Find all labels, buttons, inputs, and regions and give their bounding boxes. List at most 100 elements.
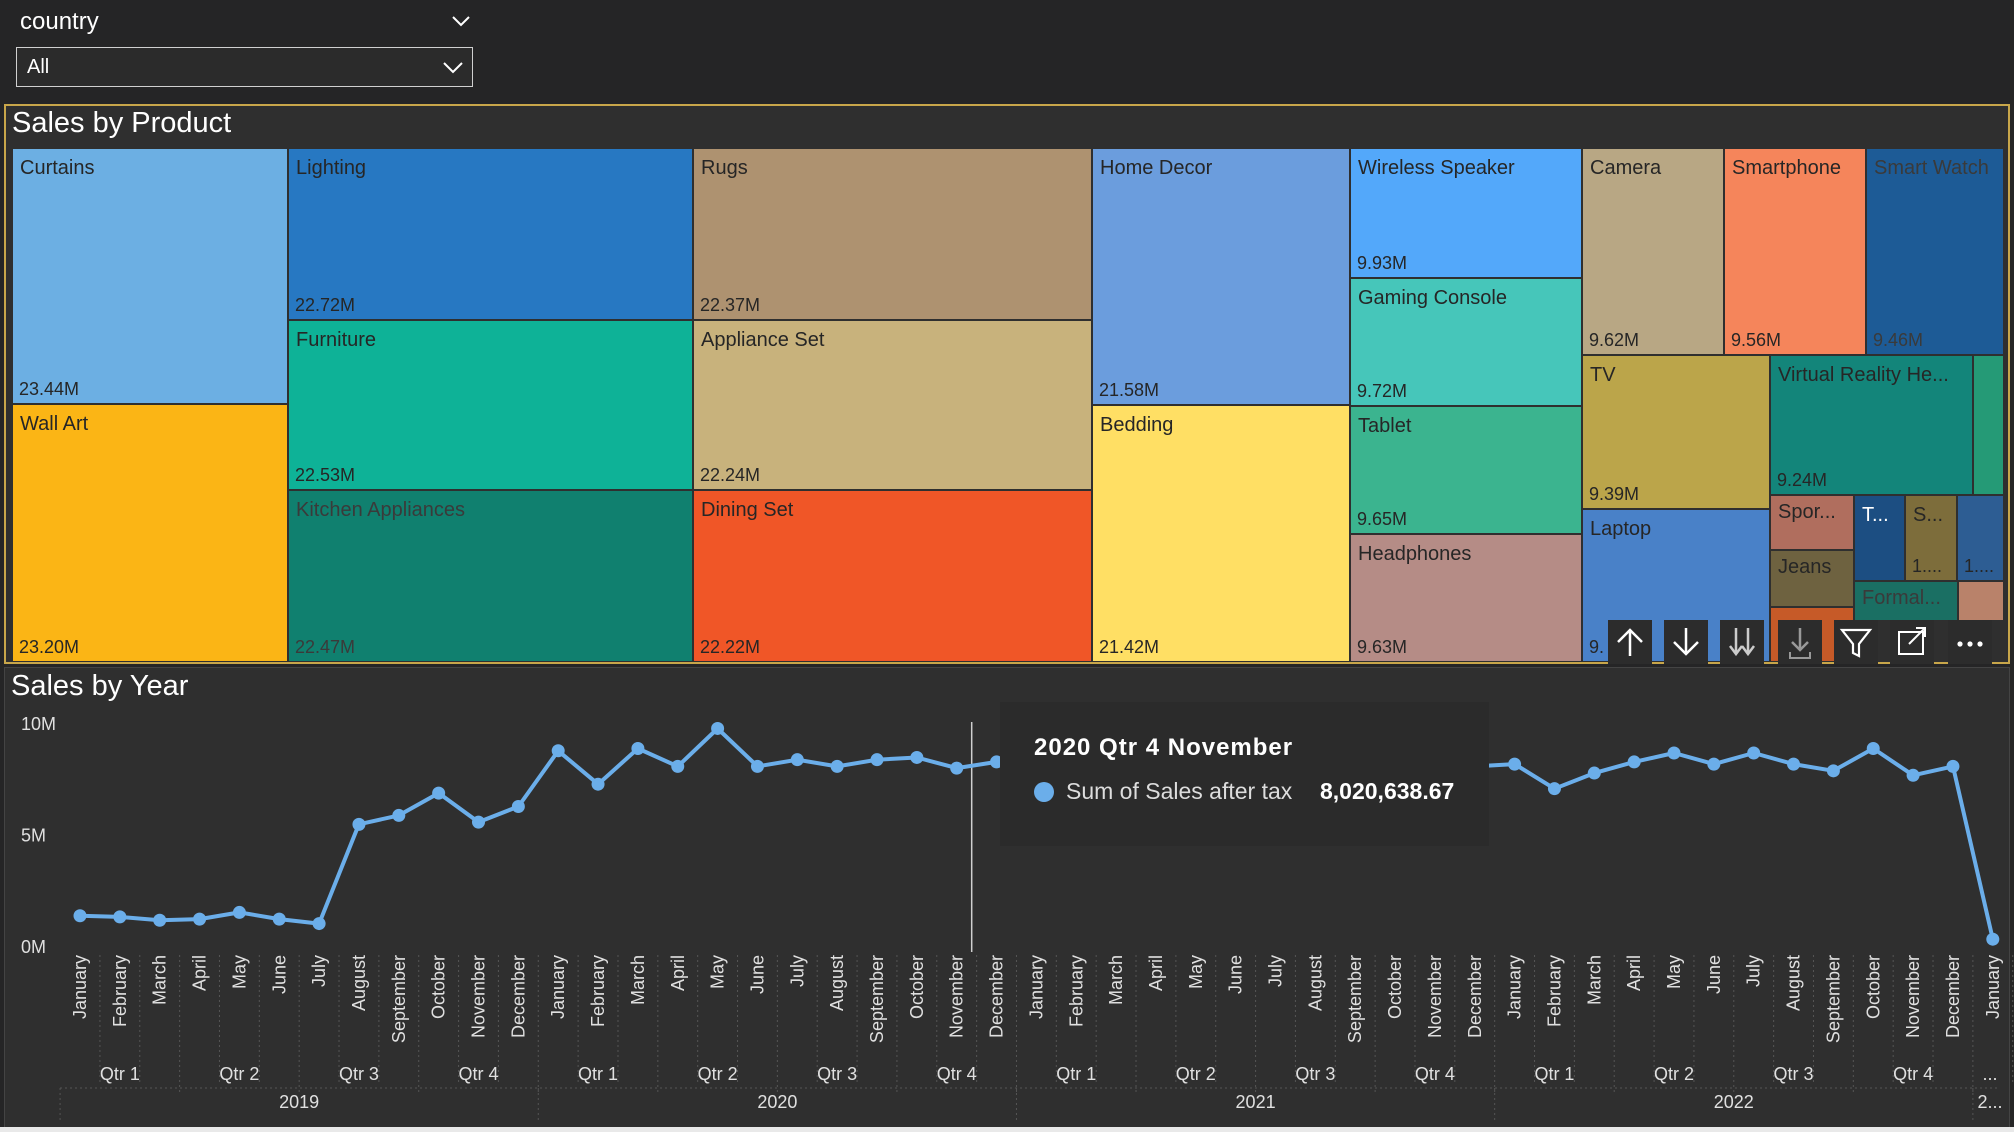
tile-value: 9.65M bbox=[1357, 509, 1408, 529]
x-tick-label: August bbox=[1784, 955, 1804, 1011]
treemap-tile[interactable] bbox=[1958, 581, 2004, 621]
treemap-tile[interactable]: TV 9.39M bbox=[1582, 355, 1770, 509]
treemap-tile[interactable]: Home Decor 21.58M bbox=[1092, 148, 1350, 405]
tile-label: Bedding bbox=[1100, 414, 1174, 436]
drill-up-icon[interactable] bbox=[1608, 620, 1652, 664]
treemap-tile[interactable]: Jeans bbox=[1770, 550, 1854, 607]
data-point bbox=[1707, 757, 1721, 771]
treemap-tile[interactable]: Rugs 22.37M bbox=[693, 148, 1092, 320]
treemap-tile[interactable]: Formal... bbox=[1854, 581, 1958, 621]
focus-mode-icon[interactable] bbox=[1890, 620, 1934, 664]
data-point bbox=[591, 777, 605, 791]
expand-all-down-icon[interactable] bbox=[1720, 620, 1764, 664]
x-tick-label: October bbox=[1385, 955, 1405, 1019]
x-tick-label: July bbox=[1744, 955, 1764, 987]
data-point bbox=[432, 786, 446, 800]
treemap-tile[interactable]: Smartphone 9.56M bbox=[1724, 148, 1866, 355]
x-tick-label: March bbox=[150, 955, 170, 1005]
tile-label: Rugs bbox=[701, 157, 748, 179]
x-tick-label: February bbox=[588, 955, 608, 1027]
country-dropdown[interactable]: All bbox=[16, 47, 473, 87]
y-tick-label: 10M bbox=[21, 714, 56, 734]
more-options-icon[interactable] bbox=[1948, 620, 1992, 664]
treemap-tile[interactable] bbox=[1973, 355, 2004, 495]
quarter-label: ... bbox=[1982, 1064, 1997, 1084]
quarter-label: Qtr 4 bbox=[1415, 1064, 1455, 1084]
data-point bbox=[1547, 782, 1561, 796]
tooltip-value: 8,020,638.67 bbox=[1320, 778, 1455, 804]
tile-value: 22.72M bbox=[295, 295, 356, 315]
bottom-divider bbox=[0, 1127, 2014, 1132]
x-tick-label: November bbox=[1425, 955, 1445, 1038]
tile-label: Furniture bbox=[296, 329, 377, 351]
treemap-tile[interactable]: Spor... bbox=[1770, 495, 1854, 550]
treemap-tile[interactable]: Smart Watch 9.46M bbox=[1866, 148, 2004, 355]
chart-tooltip: 2020 Qtr 4 November Sum of Sales after t… bbox=[1000, 702, 1489, 846]
sales-by-product-visual[interactable]: Sales by Product Curtains 23.44M Wall Art 2… bbox=[4, 104, 2010, 664]
treemap-tile[interactable]: Camera 9.62M bbox=[1582, 148, 1724, 355]
treemap-tile[interactable]: Virtual Reality He... 9.24M bbox=[1770, 355, 1973, 495]
tile-value: 9.56M bbox=[1731, 330, 1782, 350]
treemap-tile[interactable]: Gaming Console 9.72M bbox=[1350, 278, 1582, 406]
treemap-tile[interactable]: Curtains 23.44M bbox=[12, 148, 288, 404]
data-point bbox=[73, 909, 87, 923]
x-tick-label: November bbox=[1903, 955, 1923, 1038]
treemap-tile[interactable]: Wall Art 23.20M bbox=[12, 404, 288, 662]
data-point bbox=[671, 759, 685, 773]
year-label: 2020 bbox=[757, 1092, 797, 1112]
treemap-tile[interactable]: Dining Set 22.22M bbox=[693, 490, 1092, 662]
tile-value: 21.58M bbox=[1099, 380, 1160, 400]
visual-toolbar bbox=[1608, 620, 2008, 664]
data-point bbox=[1946, 759, 1960, 773]
x-tick-label: January bbox=[70, 955, 90, 1019]
treemap-tile[interactable]: Tablet 9.65M bbox=[1350, 406, 1582, 534]
tile-label: S... bbox=[1913, 504, 1944, 526]
quarter-label: Qtr 1 bbox=[578, 1064, 618, 1084]
quarter-label: Qtr 2 bbox=[1654, 1064, 1694, 1084]
tile-label: Gaming Console bbox=[1358, 287, 1507, 309]
tile-label: Smartphone bbox=[1732, 157, 1841, 179]
chevron-down-icon bbox=[440, 54, 466, 80]
tile-value: 9.93M bbox=[1357, 253, 1408, 273]
filter-icon[interactable] bbox=[1834, 620, 1878, 664]
tile-label: Headphones bbox=[1358, 543, 1472, 565]
drill-down-icon[interactable] bbox=[1664, 620, 1708, 664]
tile-value: 22.37M bbox=[700, 295, 761, 315]
treemap-tile[interactable]: Headphones 9.63M bbox=[1350, 534, 1582, 662]
treemap-tile[interactable]: Kitchen Appliances 22.47M bbox=[288, 490, 693, 662]
quarter-label: Qtr 1 bbox=[1056, 1064, 1096, 1084]
x-tick-label: April bbox=[1624, 955, 1644, 991]
tile-label: Tablet bbox=[1358, 415, 1412, 437]
x-tick-label: March bbox=[1106, 955, 1126, 1005]
tile-value: 9.62M bbox=[1589, 330, 1640, 350]
collapse-chevron-icon[interactable] bbox=[448, 8, 474, 34]
tile-value: 9.63M bbox=[1357, 637, 1408, 657]
x-tick-label: May bbox=[1664, 955, 1684, 989]
treemap-tile[interactable]: Appliance Set 22.24M bbox=[693, 320, 1092, 490]
x-tick-label: December bbox=[1943, 955, 1963, 1038]
x-tick-label: November bbox=[947, 955, 967, 1038]
x-tick-label: December bbox=[1465, 955, 1485, 1038]
tile-value: 9. bbox=[1589, 637, 1605, 657]
data-point bbox=[1627, 755, 1641, 769]
treemap-tile[interactable]: Bedding 21.42M bbox=[1092, 405, 1350, 662]
treemap-tile[interactable]: T... bbox=[1854, 495, 1905, 581]
x-tick-label: August bbox=[349, 955, 369, 1011]
treemap-tile[interactable]: 1.... bbox=[1957, 495, 2004, 581]
x-tick-label: October bbox=[429, 955, 449, 1019]
treemap-tile[interactable]: Lighting 22.72M bbox=[288, 148, 693, 320]
x-tick-label: July bbox=[787, 955, 807, 987]
x-tick-label: September bbox=[1823, 955, 1843, 1043]
treemap: Curtains 23.44M Wall Art 23.20M Lighting 22.7… bbox=[12, 148, 2004, 662]
treemap-tile[interactable]: S... 1.... bbox=[1905, 495, 1957, 581]
quarter-label: Qtr 3 bbox=[1774, 1064, 1814, 1084]
treemap-tile[interactable]: Wireless Speaker 9.93M bbox=[1350, 148, 1582, 278]
x-tick-label: September bbox=[1345, 955, 1365, 1043]
expand-hierarchy-icon[interactable] bbox=[1778, 620, 1822, 664]
data-point bbox=[1667, 746, 1681, 760]
data-point bbox=[193, 912, 207, 926]
treemap-tile[interactable]: Furniture 22.53M bbox=[288, 320, 693, 490]
year-label: 2022 bbox=[1714, 1092, 1754, 1112]
tile-value: 1.... bbox=[1964, 556, 1995, 576]
tile-label: Smart Watch bbox=[1874, 157, 1989, 179]
